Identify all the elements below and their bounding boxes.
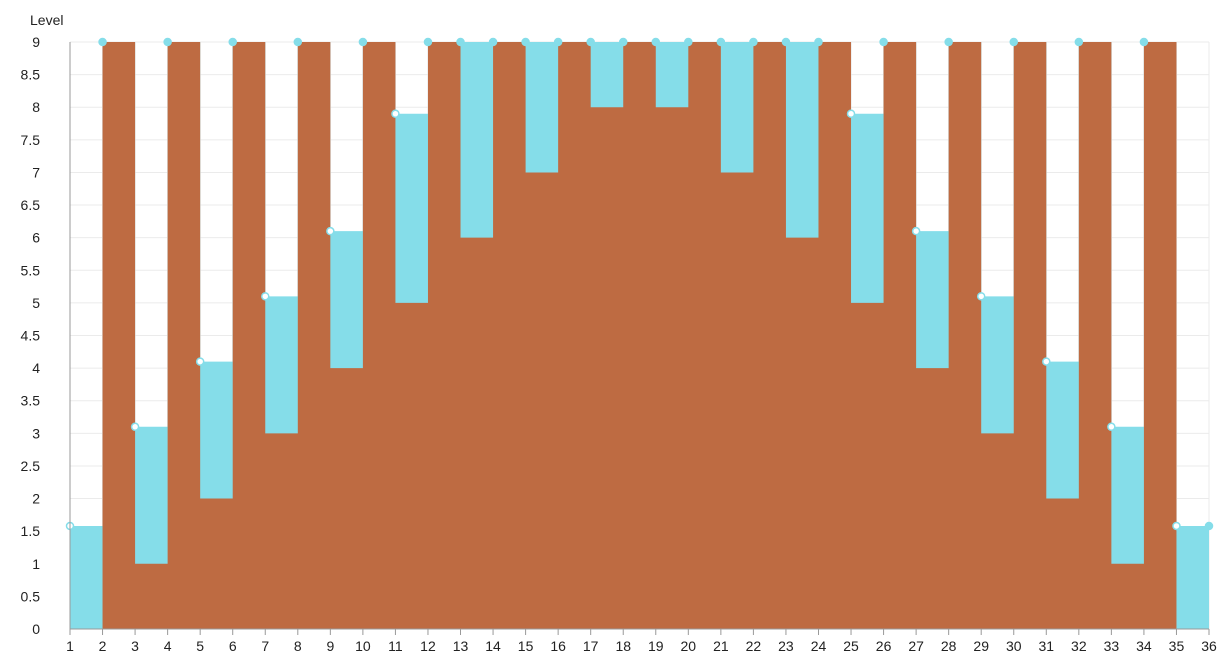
series-1-point[interactable] <box>911 226 921 236</box>
y-tick-label: 0.5 <box>21 588 41 604</box>
series-1-point[interactable] <box>261 292 270 301</box>
x-tick-label: 16 <box>550 638 566 654</box>
x-tick-label: 19 <box>648 638 664 654</box>
x-tick-label: 5 <box>196 638 204 654</box>
y-tick-label: 7 <box>32 164 40 180</box>
y-tick-label: 4.5 <box>21 328 41 344</box>
x-tick-label: 24 <box>811 638 827 654</box>
x-tick-label: 35 <box>1169 638 1185 654</box>
x-tick-label: 10 <box>355 638 371 654</box>
x-tick-label: 2 <box>99 638 107 654</box>
series-marker-layer <box>65 37 1214 531</box>
x-tick-label: 29 <box>973 638 989 654</box>
x-tick-label: 25 <box>843 638 859 654</box>
x-tick-label: 14 <box>485 638 501 654</box>
series-1-point[interactable] <box>618 37 628 47</box>
x-tick-label: 31 <box>1038 638 1054 654</box>
series-1-point[interactable] <box>456 37 465 47</box>
x-tick-label: 17 <box>583 638 599 654</box>
series-1-point[interactable] <box>326 226 335 236</box>
series-area-layer <box>70 42 1209 629</box>
series-1-point[interactable] <box>553 37 563 47</box>
x-tick-label: 23 <box>778 638 794 654</box>
series-1-point[interactable] <box>879 37 888 47</box>
series-1-point[interactable] <box>488 37 498 47</box>
x-tick-label: 33 <box>1104 638 1120 654</box>
x-tick-label: 8 <box>294 638 302 654</box>
series-1-point[interactable] <box>423 37 433 47</box>
series-1-point[interactable] <box>976 292 986 301</box>
x-tick-label: 27 <box>908 638 924 654</box>
series-1-point[interactable] <box>944 37 953 47</box>
series-1-point[interactable] <box>586 37 595 47</box>
y-tick-label: 6.5 <box>21 197 41 213</box>
y-tick-label: 6 <box>32 230 40 246</box>
series-1-point[interactable] <box>781 37 791 47</box>
series-1-point[interactable] <box>1204 521 1214 531</box>
x-tick-label: 3 <box>131 638 139 654</box>
series-1-point[interactable] <box>130 422 140 432</box>
y-tick-label: 1 <box>32 556 40 572</box>
x-tick-label: 22 <box>746 638 762 654</box>
x-tick-label: 13 <box>453 638 469 654</box>
y-tick-label: 8 <box>32 99 40 115</box>
x-tick-label: 4 <box>164 638 172 654</box>
x-tick-label: 9 <box>326 638 334 654</box>
y-tick-label: 2.5 <box>21 458 41 474</box>
series-1-point[interactable] <box>195 357 205 366</box>
series-1-point[interactable] <box>1042 357 1051 366</box>
x-tick-label: 36 <box>1201 638 1217 654</box>
series-1-point[interactable] <box>228 37 237 47</box>
series-1-point[interactable] <box>521 37 530 47</box>
series-2-area <box>70 42 1209 629</box>
series-1-point[interactable] <box>684 37 693 47</box>
y-tick-label: 5.5 <box>21 262 41 278</box>
series-1-point[interactable] <box>358 37 368 47</box>
x-tick-label: 32 <box>1071 638 1087 654</box>
x-tick-label: 15 <box>518 638 534 654</box>
x-tick-label: 28 <box>941 638 957 654</box>
series-1-point[interactable] <box>1172 521 1181 531</box>
x-tick-label: 12 <box>420 638 436 654</box>
series-1-point[interactable] <box>163 37 172 47</box>
y-tick-label: 5 <box>32 295 40 311</box>
y-tick-label: 8.5 <box>21 67 41 83</box>
y-tick-label: 9 <box>32 34 40 50</box>
series-1-point[interactable] <box>846 109 856 118</box>
series-1-point[interactable] <box>98 37 107 47</box>
x-tick-label: 30 <box>1006 638 1022 654</box>
x-tick-label: 26 <box>876 638 892 654</box>
y-axis-title: Level <box>30 12 63 28</box>
series-1-point[interactable] <box>1074 37 1084 47</box>
y-tick-label: 3 <box>32 425 40 441</box>
x-tick-label: 11 <box>388 638 403 654</box>
series-1-point[interactable] <box>1139 37 1149 47</box>
y-tick-label: 3.5 <box>21 393 41 409</box>
x-tick-label: 7 <box>261 638 269 654</box>
series-1-point[interactable] <box>391 109 400 118</box>
y-tick-label: 0 <box>32 621 40 637</box>
y-tick-label: 2 <box>32 491 40 507</box>
x-tick-label: 18 <box>615 638 631 654</box>
x-tick-label: 34 <box>1136 638 1152 654</box>
y-tick-label: 1.5 <box>21 523 41 539</box>
y-tick-label: 4 <box>32 360 40 376</box>
x-tick-label: 6 <box>229 638 237 654</box>
series-1-point[interactable] <box>293 37 303 47</box>
series-1-point[interactable] <box>651 37 661 47</box>
x-tick-label: 21 <box>713 638 729 654</box>
axis-layer: 00.511.522.533.544.555.566.577.588.591 2 3… <box>21 34 1217 654</box>
series-1-point[interactable] <box>1009 37 1018 47</box>
series-1-point[interactable] <box>749 37 758 47</box>
x-tick-label: 20 <box>681 638 697 654</box>
series-1-point[interactable] <box>716 37 726 47</box>
series-1-point[interactable] <box>814 37 823 47</box>
x-tick-label: 1 <box>66 638 74 654</box>
y-tick-label: 7.5 <box>21 132 41 148</box>
series-1-point[interactable] <box>1107 422 1116 432</box>
